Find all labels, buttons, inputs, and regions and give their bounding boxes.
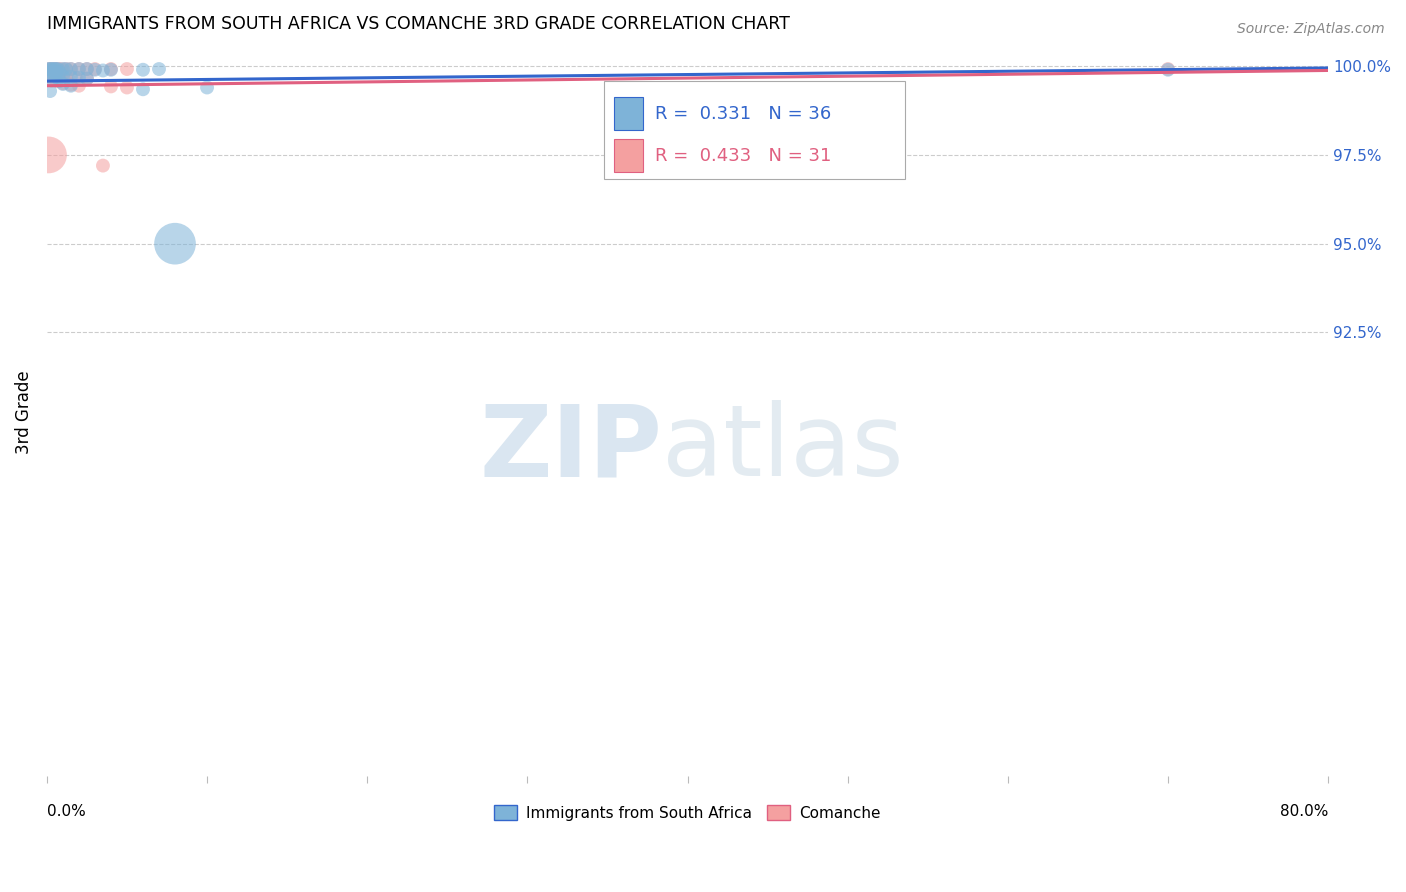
Text: 80.0%: 80.0% xyxy=(1279,805,1329,819)
Text: atlas: atlas xyxy=(662,401,904,497)
Point xyxy=(59,62,82,76)
Point xyxy=(132,62,155,77)
FancyBboxPatch shape xyxy=(614,97,643,130)
Point xyxy=(132,82,155,96)
Y-axis label: 3rd Grade: 3rd Grade xyxy=(15,370,32,454)
Text: ZIP: ZIP xyxy=(479,401,662,497)
Point xyxy=(115,62,138,76)
Point xyxy=(48,65,70,79)
Point xyxy=(39,65,62,79)
Point xyxy=(100,62,122,77)
Text: R =  0.433   N = 31: R = 0.433 N = 31 xyxy=(655,147,832,165)
FancyBboxPatch shape xyxy=(614,139,643,172)
Point xyxy=(1157,62,1180,76)
Point xyxy=(45,65,67,79)
Point xyxy=(52,69,75,83)
Point xyxy=(39,62,62,76)
Point xyxy=(76,62,98,76)
Point xyxy=(45,70,67,84)
Point xyxy=(37,62,59,76)
Point xyxy=(55,62,77,76)
Text: R =  0.331   N = 36: R = 0.331 N = 36 xyxy=(655,105,832,123)
FancyBboxPatch shape xyxy=(605,81,905,179)
Point xyxy=(59,78,82,92)
Point xyxy=(51,62,73,76)
Point xyxy=(41,73,63,87)
Point xyxy=(91,159,114,173)
Point xyxy=(67,70,90,85)
Point xyxy=(44,62,66,76)
Point xyxy=(46,69,69,83)
Point xyxy=(76,71,98,86)
Point xyxy=(76,71,98,86)
Point xyxy=(84,62,107,77)
Point xyxy=(84,62,107,76)
Point xyxy=(91,63,114,78)
Point xyxy=(67,62,90,76)
Point xyxy=(44,65,66,79)
Point xyxy=(52,67,75,81)
Point xyxy=(46,62,69,76)
Text: Source: ZipAtlas.com: Source: ZipAtlas.com xyxy=(1237,22,1385,37)
Point xyxy=(45,62,67,76)
Point xyxy=(41,68,63,82)
Point xyxy=(52,62,75,76)
Point xyxy=(163,236,186,251)
Point xyxy=(37,62,59,76)
Point xyxy=(41,62,63,76)
Point xyxy=(67,62,90,76)
Point xyxy=(41,73,63,87)
Point xyxy=(115,80,138,95)
Point xyxy=(39,84,62,98)
Point xyxy=(52,77,75,91)
Point xyxy=(37,148,59,162)
Point xyxy=(48,66,70,80)
Point xyxy=(59,78,82,93)
Point xyxy=(52,76,75,90)
Text: 0.0%: 0.0% xyxy=(46,805,86,819)
Point xyxy=(195,80,218,95)
Point xyxy=(42,65,65,79)
Point xyxy=(100,79,122,94)
Point xyxy=(1157,62,1180,77)
Point xyxy=(39,65,62,79)
Text: IMMIGRANTS FROM SOUTH AFRICA VS COMANCHE 3RD GRADE CORRELATION CHART: IMMIGRANTS FROM SOUTH AFRICA VS COMANCHE… xyxy=(46,15,790,33)
Point xyxy=(42,68,65,82)
Point xyxy=(65,70,87,85)
Point xyxy=(42,62,65,76)
Point xyxy=(59,62,82,76)
Point xyxy=(148,62,170,76)
Legend: Immigrants from South Africa, Comanche: Immigrants from South Africa, Comanche xyxy=(488,798,887,827)
Point xyxy=(41,62,63,76)
Point xyxy=(59,70,82,84)
Point xyxy=(45,74,67,88)
Point xyxy=(55,62,77,76)
Point xyxy=(67,78,90,93)
Point xyxy=(55,70,77,84)
Point xyxy=(44,62,66,76)
Point xyxy=(46,62,69,76)
Point xyxy=(100,62,122,76)
Point xyxy=(76,62,98,76)
Point xyxy=(48,74,70,88)
